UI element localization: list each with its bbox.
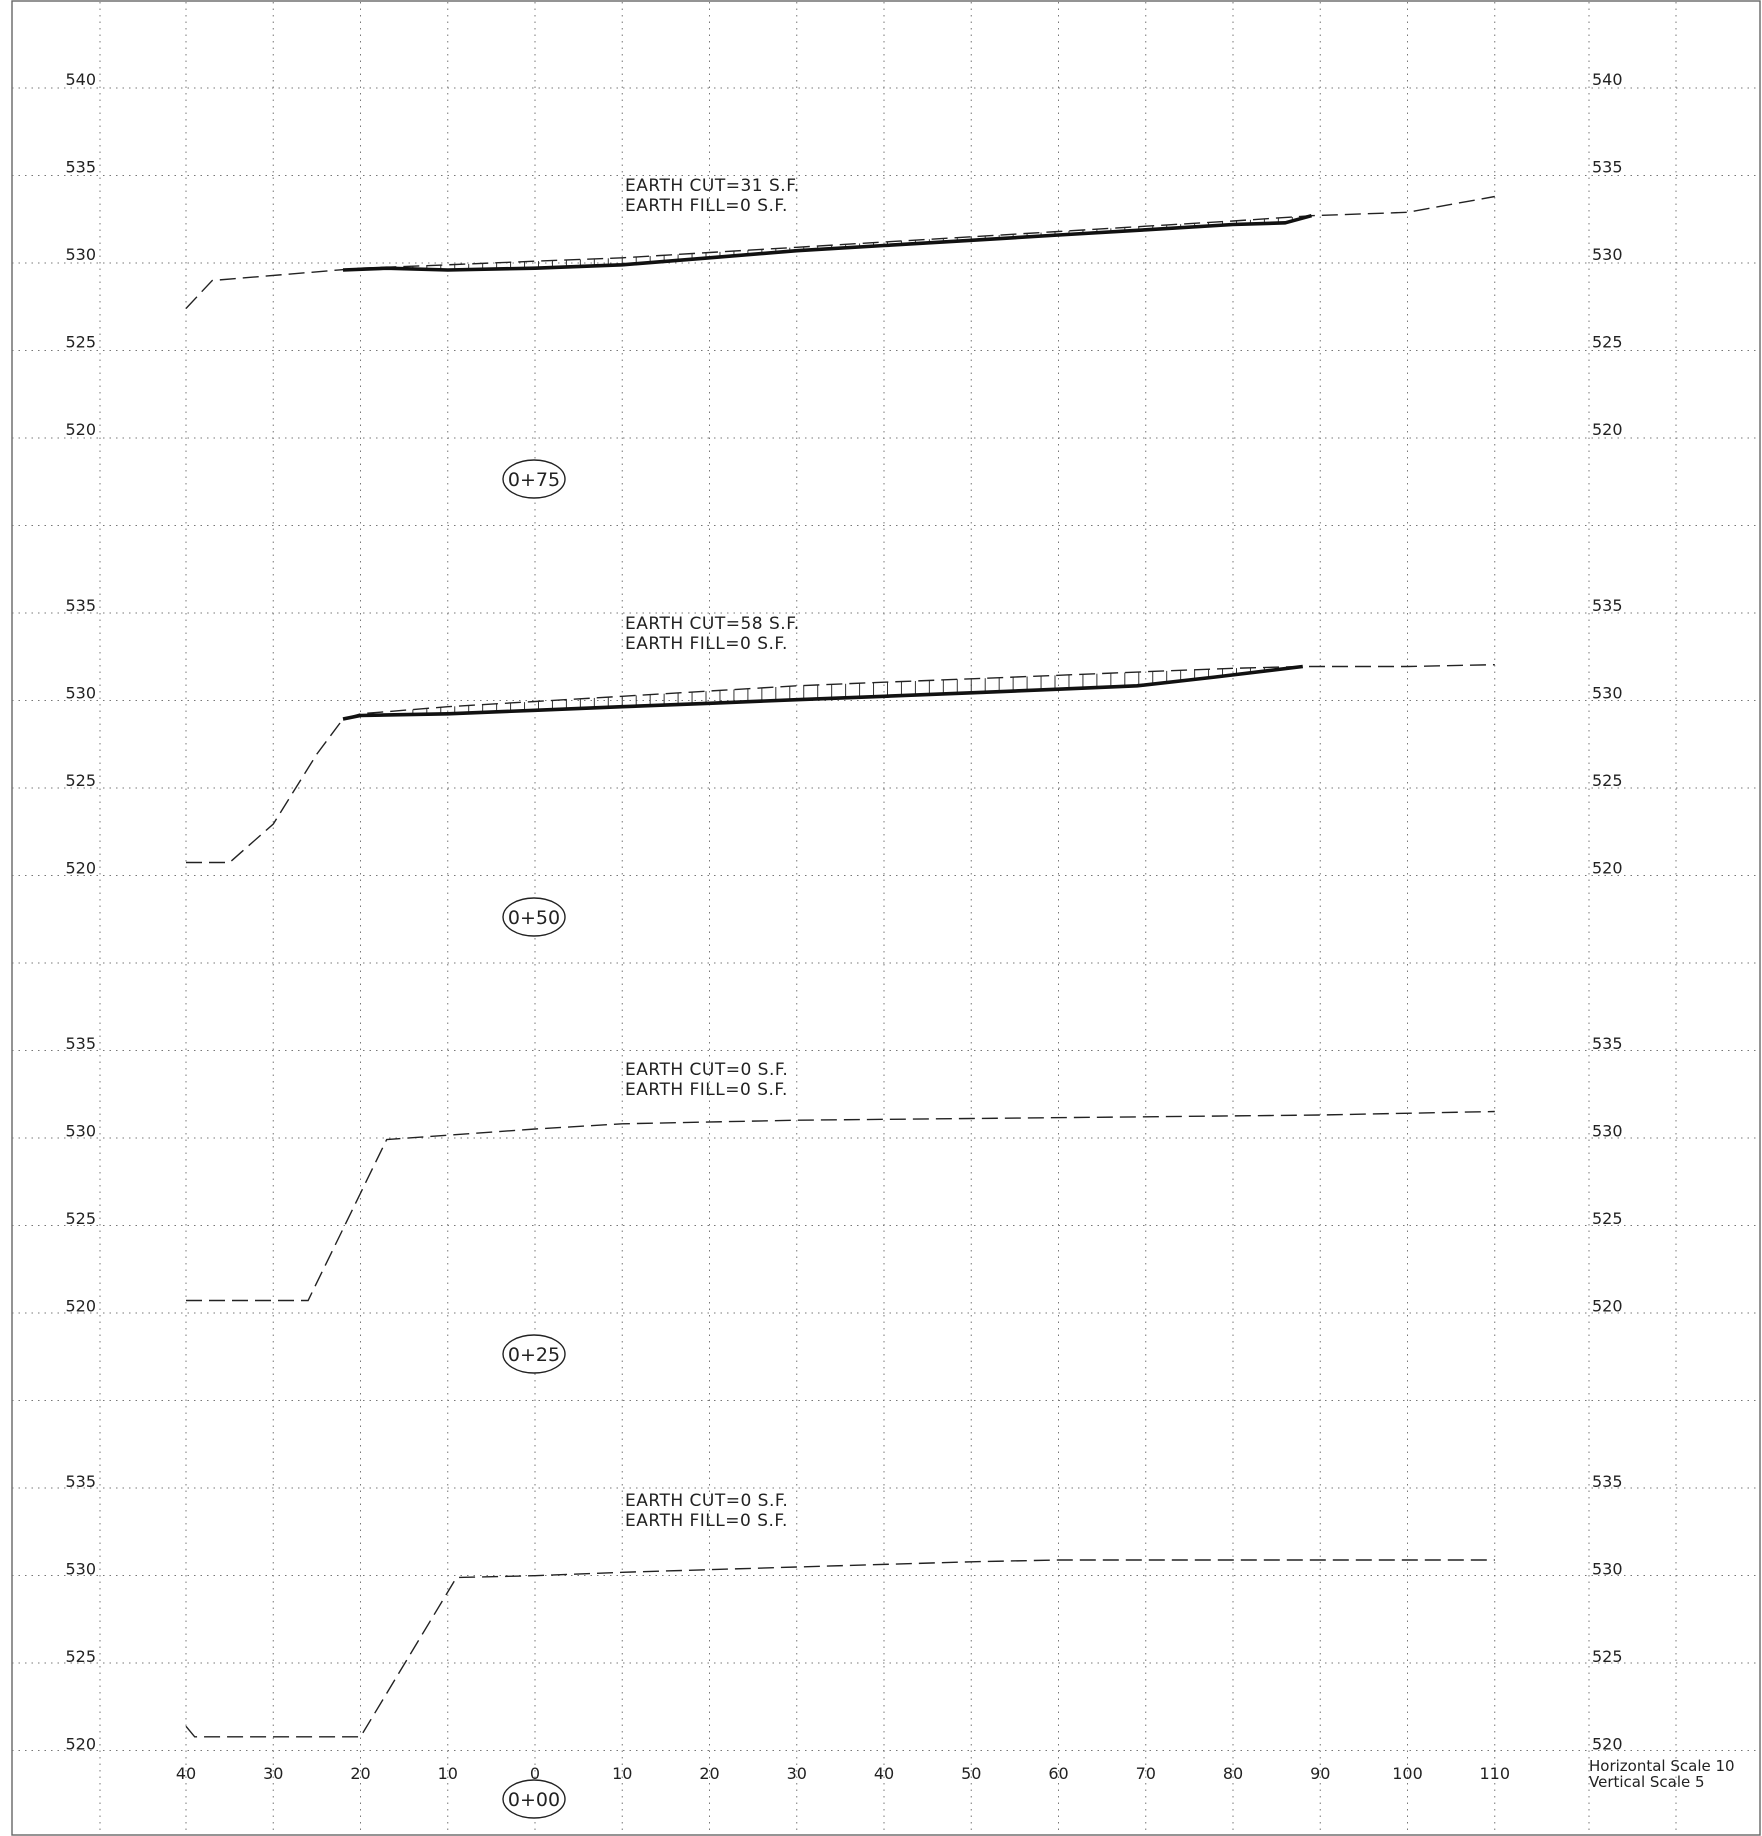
elevation-label-right: 540 xyxy=(1592,70,1623,89)
offset-tick-label: 0 xyxy=(530,1764,540,1783)
offset-tick-label: 40 xyxy=(176,1764,196,1783)
station-ellipse xyxy=(502,1334,566,1374)
elevation-label-right: 520 xyxy=(1592,420,1623,439)
station-label: 0+00 xyxy=(508,1789,560,1811)
elevation-label-right: 535 xyxy=(1592,596,1623,615)
elevation-label-left: 520 xyxy=(65,859,96,878)
sheet-border xyxy=(11,0,1761,1836)
elevation-label-right: 525 xyxy=(1592,1647,1623,1666)
earth-fill-label: EARTH FILL=0 S.F. xyxy=(625,634,788,654)
offset-tick-label: 90 xyxy=(1310,1764,1330,1783)
offset-tick-label: 30 xyxy=(787,1764,807,1783)
earth-cut-label: EARTH CUT=0 S.F. xyxy=(625,1060,788,1080)
offset-tick-label: 60 xyxy=(1048,1764,1068,1783)
earth-fill-label: EARTH FILL=0 S.F. xyxy=(625,1511,788,1531)
existing-ground-line xyxy=(186,1110,1495,1302)
offset-tick-label: 40 xyxy=(874,1764,894,1783)
elevation-label-left: 535 xyxy=(65,158,96,177)
scale-note: Horizontal Scale 10 Vertical Scale 5 xyxy=(1589,1757,1735,1791)
elevation-label-right: 530 xyxy=(1592,1122,1623,1141)
offset-tick-label: 20 xyxy=(699,1764,719,1783)
offset-tick-label: 80 xyxy=(1223,1764,1243,1783)
elevation-label-right: 525 xyxy=(1592,771,1623,790)
elevation-label-right: 535 xyxy=(1592,158,1623,177)
elevation-label-right: 525 xyxy=(1592,333,1623,352)
offset-tick-label: 110 xyxy=(1479,1764,1510,1783)
elevation-label-left: 520 xyxy=(65,1735,96,1754)
station-label: 0+50 xyxy=(508,907,560,929)
station-label: 0+25 xyxy=(508,1344,560,1366)
offset-tick-label: 70 xyxy=(1136,1764,1156,1783)
elevation-label-left: 535 xyxy=(65,1034,96,1053)
elevation-label-right: 535 xyxy=(1592,1472,1623,1491)
elevation-label-left: 525 xyxy=(65,1647,96,1666)
offset-tick-label: 10 xyxy=(438,1764,458,1783)
elevation-label-left: 530 xyxy=(65,1560,96,1579)
elevation-label-left: 530 xyxy=(65,245,96,264)
elevation-label-left: 525 xyxy=(65,333,96,352)
station-ellipse xyxy=(502,1779,566,1819)
horizontal-scale-label: Horizontal Scale 10 xyxy=(1589,1757,1735,1775)
grid-layer xyxy=(12,2,1760,1834)
elevation-label-left: 525 xyxy=(65,1209,96,1228)
elevation-label-right: 520 xyxy=(1592,1735,1623,1754)
elevation-label-left: 535 xyxy=(65,596,96,615)
elevation-label-left: 520 xyxy=(65,420,96,439)
station-ellipse xyxy=(502,459,566,499)
offset-tick-label: 20 xyxy=(350,1764,370,1783)
offset-tick-label: 10 xyxy=(612,1764,632,1783)
elevation-label-right: 530 xyxy=(1592,245,1623,264)
elevation-label-left: 520 xyxy=(65,1297,96,1316)
elevation-label-left: 525 xyxy=(65,771,96,790)
elevation-label-right: 530 xyxy=(1592,684,1623,703)
elevation-label-right: 520 xyxy=(1592,859,1623,878)
earth-fill-label: EARTH FILL=0 S.F. xyxy=(625,196,788,216)
elevation-label-left: 530 xyxy=(65,1122,96,1141)
elevation-label-right: 535 xyxy=(1592,1034,1623,1053)
section-0-00: EARTH CUT=0 S.F. EARTH FILL=0 S.F. 0+00 … xyxy=(65,1472,1623,1819)
elevation-label-right: 530 xyxy=(1592,1560,1623,1579)
station-ellipse xyxy=(502,897,566,937)
offset-tick-label: 30 xyxy=(263,1764,283,1783)
offset-tick-label: 100 xyxy=(1392,1764,1423,1783)
existing-ground-line xyxy=(186,664,1495,864)
offset-axis: 40 30 20 10 0 10 20 30 40 50 60 70 80 90 100 110 xyxy=(176,1764,1510,1783)
earth-fill-label: EARTH FILL=0 S.F. xyxy=(625,1080,788,1100)
earth-cut-label: EARTH CUT=58 S.F. xyxy=(625,614,800,634)
elevation-label-right: 525 xyxy=(1592,1209,1623,1228)
existing-ground-line xyxy=(185,195,1495,309)
earth-cut-label: EARTH CUT=0 S.F. xyxy=(625,1491,788,1511)
vertical-scale-label: Vertical Scale 5 xyxy=(1589,1773,1705,1791)
elevation-label-left: 540 xyxy=(65,70,96,89)
offset-tick-label: 50 xyxy=(961,1764,981,1783)
station-label: 0+75 xyxy=(508,469,560,491)
proposed-grade-line xyxy=(342,664,1304,721)
section-0-50: EARTH CUT=58 S.F. EARTH FILL=0 S.F. 0+50… xyxy=(65,596,1623,937)
existing-ground-line xyxy=(185,1559,1495,1738)
section-0-25: EARTH CUT=0 S.F. EARTH FILL=0 S.F. 0+25 … xyxy=(65,1034,1623,1374)
elevation-label-left: 530 xyxy=(65,684,96,703)
section-0-75: EARTH CUT=31 S.F. EARTH FILL=0 S.F. 0+75… xyxy=(65,70,1623,499)
elevation-label-right: 520 xyxy=(1592,1297,1623,1316)
earth-cut-label: EARTH CUT=31 S.F. xyxy=(625,176,800,196)
elevation-label-left: 535 xyxy=(65,1472,96,1491)
proposed-grade-line xyxy=(342,213,1312,272)
